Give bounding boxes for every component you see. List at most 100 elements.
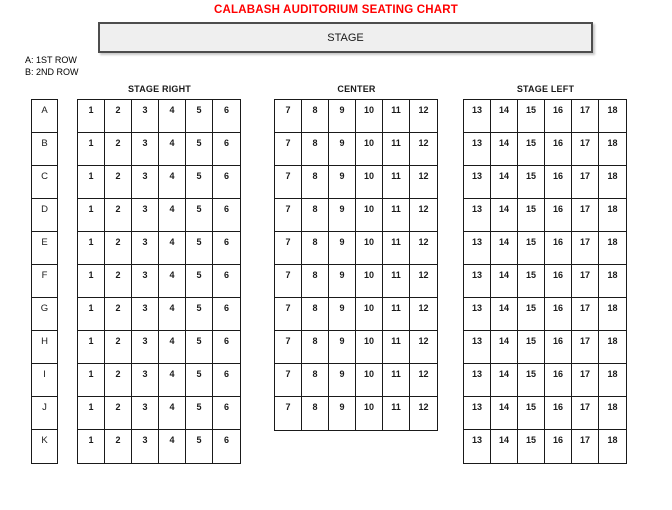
seat-cell-E-1: 1: [78, 232, 105, 265]
seat-cell-J-13: 13: [464, 397, 491, 430]
seat-cell-E-16: 16: [545, 232, 572, 265]
seat-cell-E-14: 14: [491, 232, 518, 265]
seat-cell-K-15: 15: [518, 430, 545, 463]
row-label-C: C: [32, 166, 57, 199]
seat-cell-F-11: 11: [383, 265, 410, 298]
seat-cell-J-7: 7: [275, 397, 302, 430]
seat-cell-I-12: 12: [410, 364, 437, 397]
stage-box: STAGE: [98, 22, 593, 53]
seat-cell-J-1: 1: [78, 397, 105, 430]
seat-cell-D-2: 2: [105, 199, 132, 232]
seat-cell-K-17: 17: [572, 430, 599, 463]
seat-cell-E-5: 5: [186, 232, 213, 265]
seat-cell-F-12: 12: [410, 265, 437, 298]
seat-cell-H-15: 15: [518, 331, 545, 364]
seat-cell-C-7: 7: [275, 166, 302, 199]
section-header-center: CENTER: [337, 84, 376, 94]
seat-cell-I-5: 5: [186, 364, 213, 397]
seat-cell-H-9: 9: [329, 331, 356, 364]
seat-cell-C-16: 16: [545, 166, 572, 199]
seat-cell-E-18: 18: [599, 232, 626, 265]
row-label-B: B: [32, 133, 57, 166]
seat-cell-F-17: 17: [572, 265, 599, 298]
section-header-stage-left: STAGE LEFT: [516, 84, 575, 94]
seat-cell-I-10: 10: [356, 364, 383, 397]
seat-cell-K-14: 14: [491, 430, 518, 463]
seat-cell-J-17: 17: [572, 397, 599, 430]
seat-cell-F-13: 13: [464, 265, 491, 298]
seat-cell-F-3: 3: [132, 265, 159, 298]
seat-cell-E-7: 7: [275, 232, 302, 265]
seat-cell-F-7: 7: [275, 265, 302, 298]
seat-cell-E-17: 17: [572, 232, 599, 265]
seat-cell-D-12: 12: [410, 199, 437, 232]
seat-cell-K-5: 5: [186, 430, 213, 463]
seat-cell-D-1: 1: [78, 199, 105, 232]
section-grid-center: 7 8 9 10 11 12 7 8 9 10 11 12 7 8 9 10 11 12 7 8 9 10 11 12 7 8 9 1…: [274, 99, 438, 431]
seat-cell-I-15: 15: [518, 364, 545, 397]
seat-cell-C-6: 6: [213, 166, 240, 199]
seat-cell-A-13: 13: [464, 100, 491, 133]
row-label-D: D: [32, 199, 57, 232]
seat-cell-G-9: 9: [329, 298, 356, 331]
seat-cell-E-9: 9: [329, 232, 356, 265]
seat-cell-I-3: 3: [132, 364, 159, 397]
seat-cell-H-3: 3: [132, 331, 159, 364]
seat-cell-B-17: 17: [572, 133, 599, 166]
seat-cell-A-3: 3: [132, 100, 159, 133]
seat-cell-I-6: 6: [213, 364, 240, 397]
seat-cell-H-11: 11: [383, 331, 410, 364]
seat-cell-B-11: 11: [383, 133, 410, 166]
seat-cell-C-18: 18: [599, 166, 626, 199]
seat-cell-D-3: 3: [132, 199, 159, 232]
seat-cell-I-1: 1: [78, 364, 105, 397]
seat-cell-B-15: 15: [518, 133, 545, 166]
seat-cell-B-4: 4: [159, 133, 186, 166]
seat-cell-I-8: 8: [302, 364, 329, 397]
seat-cell-G-12: 12: [410, 298, 437, 331]
seat-cell-B-18: 18: [599, 133, 626, 166]
seat-cell-C-3: 3: [132, 166, 159, 199]
seat-cell-A-16: 16: [545, 100, 572, 133]
seat-cell-I-13: 13: [464, 364, 491, 397]
seat-cell-H-13: 13: [464, 331, 491, 364]
seat-cell-I-7: 7: [275, 364, 302, 397]
seat-cell-J-6: 6: [213, 397, 240, 430]
seat-cell-A-14: 14: [491, 100, 518, 133]
seat-cell-G-4: 4: [159, 298, 186, 331]
stage-label: STAGE: [327, 31, 364, 44]
seat-cell-D-5: 5: [186, 199, 213, 232]
seat-cell-C-4: 4: [159, 166, 186, 199]
seat-cell-C-10: 10: [356, 166, 383, 199]
seat-cell-F-4: 4: [159, 265, 186, 298]
seat-cell-C-15: 15: [518, 166, 545, 199]
seat-cell-H-16: 16: [545, 331, 572, 364]
seat-cell-F-15: 15: [518, 265, 545, 298]
seat-cell-H-18: 18: [599, 331, 626, 364]
seat-cell-F-5: 5: [186, 265, 213, 298]
seat-cell-G-16: 16: [545, 298, 572, 331]
seat-cell-J-8: 8: [302, 397, 329, 430]
seat-cell-D-4: 4: [159, 199, 186, 232]
seat-cell-H-1: 1: [78, 331, 105, 364]
seat-cell-H-12: 12: [410, 331, 437, 364]
seat-cell-G-18: 18: [599, 298, 626, 331]
seat-cell-D-7: 7: [275, 199, 302, 232]
page-title: CALABASH AUDITORIUM SEATING CHART: [213, 4, 459, 16]
seat-cell-I-4: 4: [159, 364, 186, 397]
seat-cell-H-14: 14: [491, 331, 518, 364]
row-label-F: F: [32, 265, 57, 298]
seat-cell-J-15: 15: [518, 397, 545, 430]
seat-cell-B-2: 2: [105, 133, 132, 166]
seat-cell-A-8: 8: [302, 100, 329, 133]
seat-cell-H-7: 7: [275, 331, 302, 364]
seat-cell-F-8: 8: [302, 265, 329, 298]
seat-cell-B-3: 3: [132, 133, 159, 166]
seat-cell-B-14: 14: [491, 133, 518, 166]
seat-cell-A-18: 18: [599, 100, 626, 133]
seat-cell-G-10: 10: [356, 298, 383, 331]
seat-cell-I-18: 18: [599, 364, 626, 397]
seat-cell-K-3: 3: [132, 430, 159, 463]
seat-cell-K-18: 18: [607, 435, 618, 445]
